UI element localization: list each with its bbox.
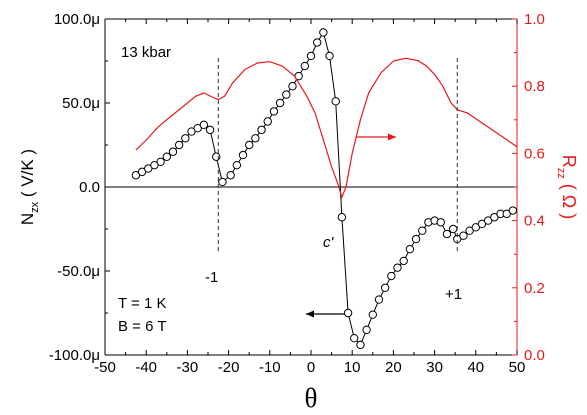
n-zx-data-point: [387, 271, 396, 281]
r-zz-series-line: [135, 57, 518, 199]
n-zx-data-point: [306, 51, 316, 61]
n-zx-data-point: [212, 152, 221, 161]
n-zx-data-point: [174, 140, 184, 150]
chart-marks: [131, 28, 518, 350]
c-prime-label: c': [323, 234, 335, 251]
n-zx-data-point: [218, 177, 227, 187]
right-y-tick-label: 0.8: [524, 78, 545, 95]
minus-one-label: -1: [205, 269, 218, 286]
x-tick-label: 50: [509, 359, 526, 376]
n-zx-data-point: [350, 334, 359, 343]
n-zx-data-point: [275, 98, 285, 108]
n-zx-data-point: [368, 310, 377, 319]
x-tick-label: -20: [218, 359, 240, 376]
n-zx-data-point: [325, 51, 334, 61]
n-zx-data-point: [405, 244, 415, 254]
n-zx-data-point: [232, 160, 242, 170]
n-zx-data-point: [181, 134, 190, 143]
n-zx-data-point: [343, 308, 353, 318]
n-zx-data-point: [331, 97, 340, 106]
n-zx-data-point: [269, 107, 279, 116]
x-tick-label: 20: [385, 359, 402, 376]
n-zx-data-point: [288, 82, 297, 91]
n-zx-data-point: [319, 28, 328, 37]
n-zx-data-point: [374, 295, 384, 304]
n-zx-data-point: [156, 157, 165, 167]
n-zx-data-point: [337, 213, 347, 222]
x-tick-label: -10: [259, 359, 281, 376]
x-tick-label: 10: [344, 359, 361, 376]
right-y-tick-label: 1.0: [524, 11, 545, 28]
x-tick-label: 0: [307, 359, 315, 376]
left-y-tick-label: 100.0μ: [54, 11, 100, 28]
left-y-axis-title: Nzx ( V/K ): [18, 149, 41, 225]
temperature-annotation: T = 1 K: [118, 295, 167, 312]
field-annotation: B = 6 T: [118, 318, 167, 335]
n-zx-data-point: [226, 171, 235, 180]
left-y-tick-label: -50.0μ: [57, 263, 100, 280]
n-zx-data-point: [393, 263, 402, 272]
n-zx-data-point: [459, 231, 468, 240]
n-zx-data-point: [162, 152, 172, 161]
n-zx-data-point: [282, 90, 291, 99]
n-zx-data-point: [436, 218, 445, 227]
x-tick-label: 40: [467, 359, 484, 376]
n-zx-data-point: [312, 38, 322, 47]
n-zx-data-point: [362, 325, 371, 334]
right-y-axis-title: Rzz ( Ω ): [555, 155, 579, 219]
n-zx-data-point: [448, 224, 458, 234]
x-axis-title: θ: [305, 383, 318, 413]
x-tick-label: -30: [177, 359, 199, 376]
n-zx-data-point: [257, 125, 266, 135]
n-zx-data-point: [508, 206, 518, 215]
x-tick-label: -50: [94, 359, 116, 376]
annotations: 13 kbar T = 1 K B = 6 T -1 +1 c': [118, 44, 462, 335]
n-zx-data-point: [380, 283, 390, 292]
left-y-tick-label: 50.0μ: [62, 95, 100, 112]
x-tick-label: 30: [426, 359, 443, 376]
right-y-tick-label: 0.6: [524, 145, 545, 162]
n-zx-data-point: [263, 117, 272, 126]
right-y-tick-label: 0.2: [524, 280, 545, 297]
n-zx-data-point: [411, 234, 421, 244]
n-zx-data-point: [199, 120, 209, 130]
n-zx-data-point: [168, 147, 178, 156]
x-tick-label: -40: [135, 359, 157, 376]
n-zx-data-point: [245, 140, 254, 150]
n-zx-data-point: [238, 150, 248, 160]
n-zx-data-point: [356, 340, 365, 350]
axes: -50 -40 -30 -20 -10 0 10 20 30 40 50 -100.0μ -50.0μ 0…: [18, 11, 579, 413]
plus-one-label: +1: [445, 286, 462, 303]
n-zx-data-point: [442, 229, 452, 239]
right-y-tick-label: 0.4: [524, 213, 545, 230]
right-y-tick-label: 0.0: [524, 347, 545, 364]
left-y-tick-label: -100.0μ: [49, 347, 100, 364]
n-zx-data-point: [251, 134, 260, 143]
n-zx-data-point: [418, 226, 427, 235]
n-zx-axis-arrow-head: [306, 310, 314, 318]
n-zx-data-point: [300, 61, 310, 71]
n-zx-data-point: [399, 256, 408, 266]
left-y-tick-label: 0.0: [79, 179, 100, 196]
n-zx-data-point: [205, 125, 215, 135]
pressure-annotation: 13 kbar: [121, 44, 171, 61]
r-zz-axis-arrow-head: [388, 133, 396, 141]
